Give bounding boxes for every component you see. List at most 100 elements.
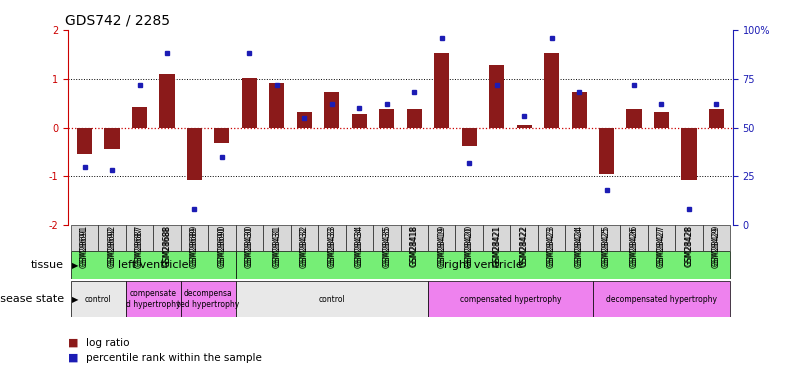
Text: GSM28424: GSM28424 xyxy=(574,225,584,266)
Text: GSM28432: GSM28432 xyxy=(300,226,309,268)
Text: control: control xyxy=(319,295,345,304)
Bar xyxy=(434,53,449,128)
FancyBboxPatch shape xyxy=(264,225,291,251)
Text: GSM28688: GSM28688 xyxy=(163,225,171,266)
Text: ■: ■ xyxy=(68,353,82,363)
FancyBboxPatch shape xyxy=(318,225,345,251)
FancyBboxPatch shape xyxy=(400,225,428,251)
Text: GSM28427: GSM28427 xyxy=(657,225,666,266)
FancyBboxPatch shape xyxy=(70,281,126,317)
Text: GSM28691: GSM28691 xyxy=(80,225,89,266)
Text: GSM28420: GSM28420 xyxy=(465,226,473,268)
FancyBboxPatch shape xyxy=(537,225,566,251)
FancyBboxPatch shape xyxy=(126,225,153,251)
Text: right ventricle: right ventricle xyxy=(444,260,522,270)
Text: GSM28420: GSM28420 xyxy=(465,225,473,266)
Text: GSM28418: GSM28418 xyxy=(410,226,419,267)
Text: control: control xyxy=(85,295,111,304)
Text: ▶: ▶ xyxy=(72,295,78,304)
Bar xyxy=(682,128,697,180)
Text: GSM28425: GSM28425 xyxy=(602,226,611,268)
Text: GSM28419: GSM28419 xyxy=(437,226,446,268)
FancyBboxPatch shape xyxy=(70,251,235,279)
Bar xyxy=(132,107,147,128)
FancyBboxPatch shape xyxy=(510,225,537,251)
FancyBboxPatch shape xyxy=(593,281,731,317)
Bar xyxy=(215,128,229,143)
Text: GSM28690: GSM28690 xyxy=(217,225,227,266)
Text: GSM28419: GSM28419 xyxy=(437,225,446,266)
FancyBboxPatch shape xyxy=(702,225,731,251)
Bar xyxy=(572,92,586,128)
Text: GSM28423: GSM28423 xyxy=(547,226,556,268)
FancyBboxPatch shape xyxy=(593,225,620,251)
Bar xyxy=(489,65,504,128)
FancyBboxPatch shape xyxy=(70,225,99,251)
Text: GSM28423: GSM28423 xyxy=(547,225,556,266)
FancyBboxPatch shape xyxy=(99,225,126,251)
FancyBboxPatch shape xyxy=(675,225,702,251)
FancyBboxPatch shape xyxy=(181,225,208,251)
Text: GSM28692: GSM28692 xyxy=(107,226,116,268)
Text: GSM28424: GSM28424 xyxy=(574,226,584,268)
Bar xyxy=(242,78,257,128)
Text: GSM28428: GSM28428 xyxy=(685,226,694,267)
FancyBboxPatch shape xyxy=(291,225,318,251)
Text: decompensa
ted hypertrophy: decompensa ted hypertrophy xyxy=(177,290,239,309)
Text: GDS742 / 2285: GDS742 / 2285 xyxy=(65,13,170,27)
Text: tissue: tissue xyxy=(31,260,64,270)
Text: GSM28687: GSM28687 xyxy=(135,225,144,266)
Text: GSM28426: GSM28426 xyxy=(630,225,638,266)
Text: GSM28687: GSM28687 xyxy=(135,226,144,268)
FancyBboxPatch shape xyxy=(428,225,456,251)
Bar xyxy=(517,124,532,128)
Bar xyxy=(626,109,642,128)
FancyBboxPatch shape xyxy=(345,225,373,251)
Text: left ventricle: left ventricle xyxy=(118,260,188,270)
Text: GSM28430: GSM28430 xyxy=(245,226,254,268)
Text: GSM28690: GSM28690 xyxy=(217,226,227,268)
Text: GSM28418: GSM28418 xyxy=(410,225,419,266)
Text: GSM28689: GSM28689 xyxy=(190,225,199,266)
FancyBboxPatch shape xyxy=(428,281,593,317)
Bar xyxy=(654,112,669,128)
Text: GSM28433: GSM28433 xyxy=(328,225,336,266)
Text: GSM28688: GSM28688 xyxy=(163,226,171,267)
Text: GSM28689: GSM28689 xyxy=(190,226,199,268)
FancyBboxPatch shape xyxy=(483,225,510,251)
Text: GSM28430: GSM28430 xyxy=(245,225,254,266)
Bar xyxy=(159,74,175,128)
Text: GSM28426: GSM28426 xyxy=(630,226,638,268)
FancyBboxPatch shape xyxy=(235,281,428,317)
Bar xyxy=(104,128,119,149)
FancyBboxPatch shape xyxy=(126,281,181,317)
FancyBboxPatch shape xyxy=(235,251,731,279)
FancyBboxPatch shape xyxy=(566,225,593,251)
Text: GSM28428: GSM28428 xyxy=(685,225,694,266)
Text: GSM28431: GSM28431 xyxy=(272,226,281,268)
Text: GSM28421: GSM28421 xyxy=(492,225,501,266)
FancyBboxPatch shape xyxy=(373,225,400,251)
Bar xyxy=(324,92,340,128)
FancyBboxPatch shape xyxy=(153,225,181,251)
Text: GSM28429: GSM28429 xyxy=(712,226,721,268)
Bar xyxy=(709,109,724,128)
Text: GSM28692: GSM28692 xyxy=(107,225,116,266)
Text: GSM28691: GSM28691 xyxy=(80,226,89,268)
Text: GSM28434: GSM28434 xyxy=(355,225,364,266)
Bar xyxy=(407,109,422,128)
Text: percentile rank within the sample: percentile rank within the sample xyxy=(86,353,262,363)
Text: GSM28431: GSM28431 xyxy=(272,225,281,266)
Text: disease state: disease state xyxy=(0,294,64,304)
Text: log ratio: log ratio xyxy=(86,338,129,348)
Text: GSM28434: GSM28434 xyxy=(355,226,364,268)
Text: compensate
d hypertrophy: compensate d hypertrophy xyxy=(126,290,180,309)
Bar xyxy=(269,82,284,128)
Bar xyxy=(77,128,92,154)
FancyBboxPatch shape xyxy=(456,225,483,251)
Text: GSM28435: GSM28435 xyxy=(382,225,391,266)
Text: GSM28432: GSM28432 xyxy=(300,225,309,266)
Text: GSM28435: GSM28435 xyxy=(382,226,391,268)
Bar xyxy=(599,128,614,174)
Text: GSM28433: GSM28433 xyxy=(328,226,336,268)
